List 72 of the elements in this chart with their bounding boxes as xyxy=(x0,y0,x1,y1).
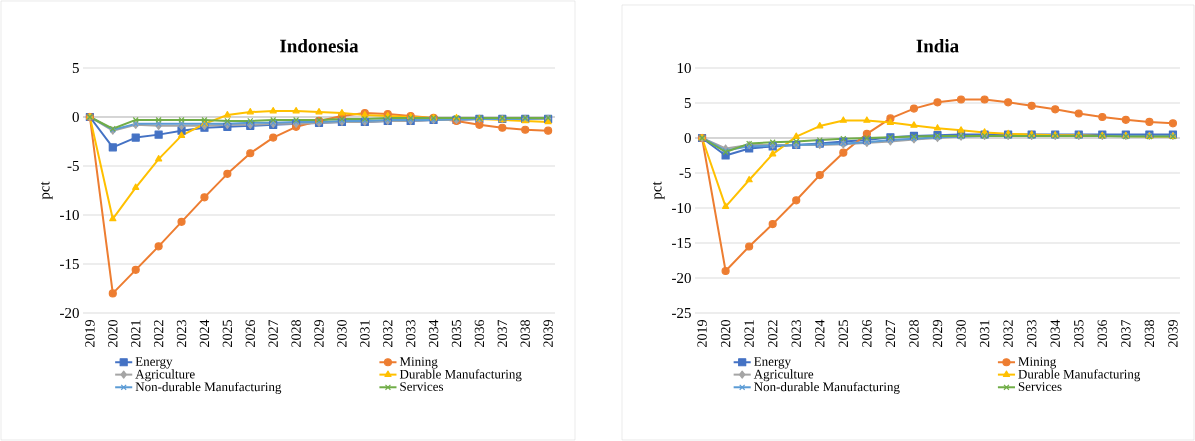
legend-label: Agriculture xyxy=(753,369,814,382)
chart-title: India xyxy=(916,39,959,53)
x-tick-label: 2026 xyxy=(862,319,872,347)
x-tick-label: 2021 xyxy=(130,320,141,347)
x-tick-label: 2025 xyxy=(838,320,849,347)
x-tick-label: 2024 xyxy=(199,319,210,347)
x-tick-label: 2039 xyxy=(543,320,553,347)
y-tick-label: -25 xyxy=(672,307,691,319)
x-tick-label: 2027 xyxy=(885,319,896,347)
y-tick-label: 5 xyxy=(684,98,691,108)
y-tick-label: 5 xyxy=(72,63,79,73)
x-tick-label: 2032 xyxy=(1003,320,1013,347)
x-tick-label: 2030 xyxy=(956,320,966,347)
x-tick-label: 2035 xyxy=(1074,320,1084,347)
x-tick-label: 2032 xyxy=(383,320,393,347)
x-tick-label: 2021 xyxy=(744,320,754,347)
x-tick-label: 2028 xyxy=(291,320,301,347)
x-tick-label: 2037 xyxy=(497,319,508,347)
x-tick-label: 2033 xyxy=(405,320,416,347)
y-axis-title: pct xyxy=(40,181,53,200)
x-tick-label: 2027 xyxy=(268,319,278,347)
y-axis-title: pct xyxy=(652,181,665,200)
y-tick-label: -15 xyxy=(60,258,79,270)
x-tick-label: 2019 xyxy=(697,320,707,347)
x-tick-label: 2023 xyxy=(176,320,187,347)
y-tick-label: 10 xyxy=(677,62,691,74)
legend-label: Mining xyxy=(399,357,438,369)
x-tick-label: 2039 xyxy=(1168,320,1178,347)
x-tick-label: 2031 xyxy=(360,320,370,347)
x-tick-label: 2026 xyxy=(245,319,255,347)
x-tick-label: 2028 xyxy=(909,320,919,347)
x-tick-label: 2034 xyxy=(1050,319,1060,347)
y-tick-label: 0 xyxy=(72,111,79,123)
legend-label: Durable Manufacturing xyxy=(1018,369,1141,382)
x-tick-label: 2019 xyxy=(85,320,95,347)
legend-label: Energy xyxy=(754,357,791,369)
x-tick-label: 2033 xyxy=(1026,320,1037,347)
x-tick-label: 2038 xyxy=(520,320,530,347)
y-tick-label: -15 xyxy=(672,237,691,249)
legend-label: Durable Manufacturing xyxy=(399,369,522,382)
x-tick-label: 2029 xyxy=(932,320,943,347)
x-tick-label: 2022 xyxy=(767,320,778,347)
legend-label: Non-durable Manufacturing xyxy=(754,381,900,394)
x-tick-label: 2020 xyxy=(108,320,118,347)
x-tick-label: 2030 xyxy=(337,320,347,347)
legend-label: Services xyxy=(1018,382,1062,391)
y-tick-label: -20 xyxy=(60,307,79,319)
y-tick-label: -10 xyxy=(60,209,79,221)
x-tick-label: 2029 xyxy=(314,320,324,347)
x-tick-label: 2020 xyxy=(720,320,731,347)
x-tick-label: 2036 xyxy=(1097,319,1108,347)
legend-label: Mining xyxy=(1018,357,1057,369)
y-tick-label: -5 xyxy=(67,161,79,171)
legend-label: Agriculture xyxy=(135,369,195,382)
x-tick-label: 2022 xyxy=(153,320,164,347)
legend-label: Services xyxy=(400,382,444,391)
x-tick-label: 2037 xyxy=(1121,319,1131,347)
x-tick-label: 2023 xyxy=(791,320,801,347)
legend-label: Energy xyxy=(135,357,173,369)
x-tick-label: 2038 xyxy=(1144,320,1155,347)
x-tick-label: 2031 xyxy=(979,320,990,347)
legend-label: Non-durable Manufacturing xyxy=(135,381,282,394)
x-tick-label: 2025 xyxy=(222,320,233,347)
y-tick-label: -10 xyxy=(672,202,691,214)
x-tick-label: 2036 xyxy=(474,319,485,347)
x-tick-label: 2035 xyxy=(451,320,462,347)
x-tick-label: 2024 xyxy=(815,319,825,347)
y-tick-label: -20 xyxy=(672,272,691,284)
x-tick-label: 2034 xyxy=(428,319,439,347)
y-tick-label: -5 xyxy=(679,168,691,178)
chart-title: Indonesia xyxy=(280,39,359,53)
y-tick-label: 0 xyxy=(684,132,691,144)
